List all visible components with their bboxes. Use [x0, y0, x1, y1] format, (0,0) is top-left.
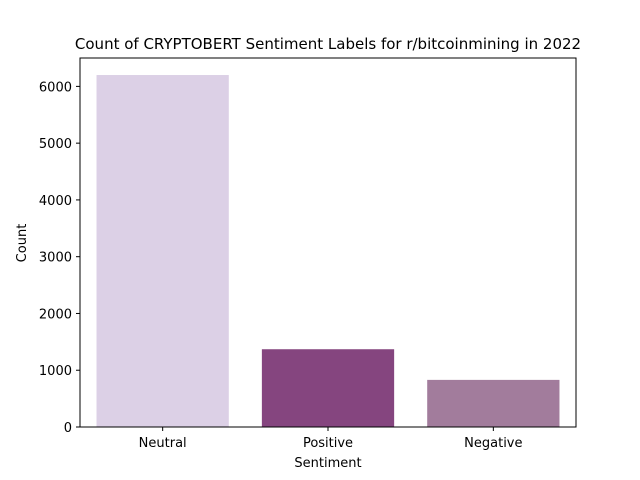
chart-title: Count of CRYPTOBERT Sentiment Labels for… [75, 35, 581, 53]
bar-negative [427, 379, 560, 427]
x-axis-label: Sentiment [294, 456, 361, 471]
y-tick-label: 4000 [39, 194, 72, 209]
x-tick-label-negative: Negative [464, 436, 522, 451]
y-axis: 0 1000 2000 3000 4000 5000 6000 [39, 80, 80, 436]
y-axis-label: Count [15, 224, 30, 263]
y-tick-label: 0 [64, 421, 72, 436]
y-tick-label: 1000 [39, 364, 72, 379]
plot-frame [79, 57, 577, 428]
y-tick-label: 6000 [39, 80, 72, 95]
y-tick-label: 2000 [39, 307, 72, 322]
bar-neutral [96, 75, 229, 427]
bar-positive [261, 349, 395, 427]
x-axis: Neutral Positive Negative [139, 427, 523, 451]
y-tick-label: 3000 [39, 251, 72, 266]
x-tick-label-neutral: Neutral [139, 436, 187, 451]
x-tick-label-positive: Positive [303, 436, 353, 451]
y-tick-label: 5000 [39, 137, 72, 152]
